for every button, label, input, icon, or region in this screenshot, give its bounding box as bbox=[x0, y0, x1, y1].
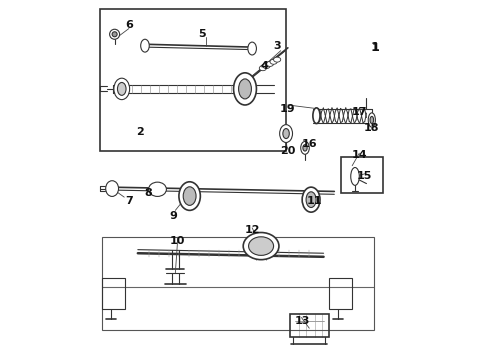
Bar bbox=[102, 278, 125, 309]
Text: 8: 8 bbox=[145, 188, 152, 198]
Text: 2: 2 bbox=[136, 127, 144, 137]
Ellipse shape bbox=[243, 233, 279, 260]
Text: 15: 15 bbox=[357, 171, 372, 181]
Ellipse shape bbox=[239, 79, 251, 99]
Bar bbox=[102, 237, 373, 330]
Ellipse shape bbox=[234, 73, 256, 105]
Ellipse shape bbox=[280, 125, 293, 143]
Text: 13: 13 bbox=[294, 316, 310, 326]
Ellipse shape bbox=[118, 82, 126, 95]
Text: 12: 12 bbox=[245, 225, 260, 235]
Text: 1: 1 bbox=[371, 41, 380, 54]
Text: 6: 6 bbox=[125, 19, 133, 30]
Text: 11: 11 bbox=[307, 197, 322, 206]
Ellipse shape bbox=[259, 66, 267, 71]
Ellipse shape bbox=[110, 29, 120, 39]
Ellipse shape bbox=[248, 237, 273, 255]
Text: 17: 17 bbox=[351, 107, 367, 117]
Ellipse shape bbox=[150, 184, 165, 195]
Text: 1: 1 bbox=[371, 43, 379, 53]
Text: 9: 9 bbox=[170, 211, 177, 221]
Bar bbox=[100, 9, 286, 152]
Text: 5: 5 bbox=[198, 28, 206, 39]
Ellipse shape bbox=[302, 187, 320, 212]
Text: 7: 7 bbox=[125, 197, 133, 206]
Ellipse shape bbox=[303, 145, 307, 151]
Text: 20: 20 bbox=[280, 147, 295, 157]
Text: 16: 16 bbox=[301, 139, 317, 149]
Ellipse shape bbox=[370, 116, 373, 123]
Bar bbox=[290, 314, 329, 337]
Bar bbox=[342, 157, 383, 193]
Text: 14: 14 bbox=[351, 150, 367, 160]
Text: 3: 3 bbox=[273, 41, 281, 51]
Text: 4: 4 bbox=[261, 61, 269, 71]
Ellipse shape bbox=[301, 141, 309, 154]
Ellipse shape bbox=[179, 182, 200, 210]
Ellipse shape bbox=[112, 32, 117, 37]
Ellipse shape bbox=[183, 187, 196, 205]
Text: 18: 18 bbox=[364, 123, 380, 133]
Text: 10: 10 bbox=[170, 236, 185, 246]
Ellipse shape bbox=[248, 42, 256, 55]
Ellipse shape bbox=[106, 181, 119, 197]
Ellipse shape bbox=[283, 129, 289, 139]
Ellipse shape bbox=[148, 182, 167, 197]
Ellipse shape bbox=[368, 113, 375, 127]
Ellipse shape bbox=[313, 108, 320, 123]
Text: 19: 19 bbox=[280, 104, 295, 113]
Ellipse shape bbox=[306, 192, 316, 207]
Ellipse shape bbox=[263, 64, 270, 68]
Ellipse shape bbox=[273, 57, 281, 62]
Bar bbox=[329, 278, 352, 309]
Ellipse shape bbox=[270, 59, 277, 64]
Ellipse shape bbox=[267, 62, 273, 66]
Ellipse shape bbox=[114, 78, 130, 100]
Ellipse shape bbox=[351, 167, 359, 185]
Ellipse shape bbox=[141, 39, 149, 52]
